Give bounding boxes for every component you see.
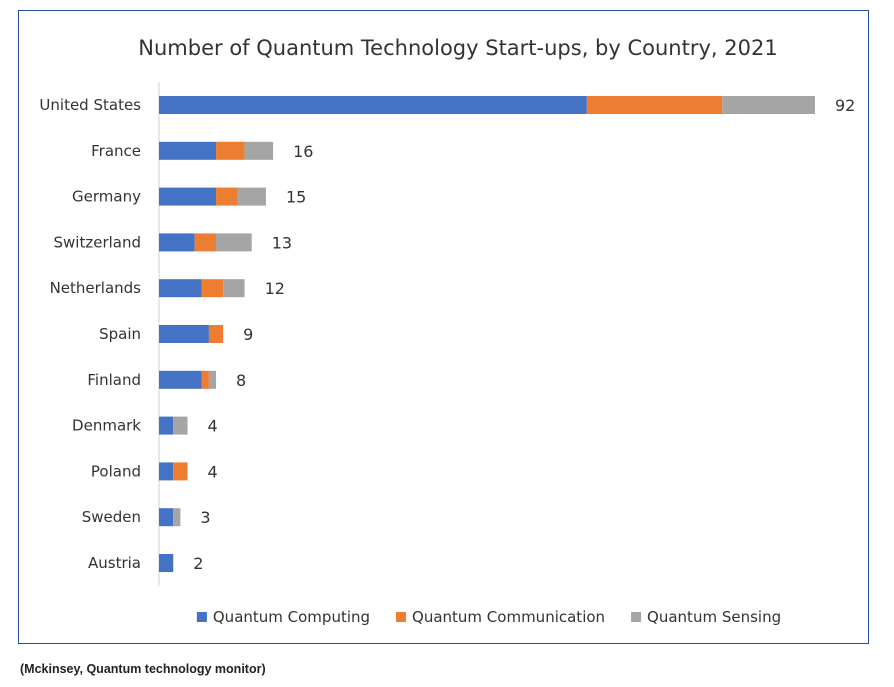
total-label-finland: 8: [236, 371, 246, 390]
total-label-denmark: 4: [208, 417, 218, 436]
legend-swatch-series-0: [196, 612, 207, 622]
total-label-netherlands: 12: [265, 279, 285, 298]
legend-label-series-2: Quantum Sensing: [647, 608, 781, 626]
total-label-france: 16: [293, 142, 313, 161]
category-label-austria: Austria: [88, 554, 141, 572]
legend-swatch-series-1: [396, 612, 407, 622]
bar-finland-series-2: [208, 370, 217, 389]
bar-finland-series-1: [201, 370, 209, 389]
bar-netherlands-series-1: [201, 279, 224, 298]
bar-spain-series-0: [159, 325, 209, 343]
category-label-sweden: Sweden: [82, 508, 141, 526]
chart-canvas: Number of Quantum Technology Start-ups, …: [39, 36, 855, 626]
total-label-germany: 15: [286, 188, 306, 207]
bar-poland-series-1: [173, 462, 188, 481]
bar-germany-series-2: [237, 187, 266, 206]
total-label-switzerland: 13: [272, 233, 292, 252]
category-label-netherlands: Netherlands: [50, 279, 142, 297]
category-label-switzerland: Switzerland: [54, 233, 142, 251]
bar-netherlands-series-2: [223, 279, 245, 298]
chart-title: Number of Quantum Technology Start-ups, …: [138, 36, 777, 60]
category-label-germany: Germany: [72, 188, 141, 206]
category-label-poland: Poland: [91, 462, 141, 480]
bar-denmark-series-2: [173, 416, 188, 435]
category-label-finland: Finland: [87, 371, 141, 389]
total-label-austria: 2: [193, 554, 203, 573]
bar-netherlands-series-0: [159, 279, 202, 298]
total-label-sweden: 3: [200, 508, 210, 527]
bar-germany-series-1: [216, 187, 238, 206]
legend-label-series-0: Quantum Computing: [213, 608, 370, 626]
bar-france-series-1: [216, 141, 245, 160]
bar-spain-series-1: [208, 325, 224, 343]
bar-france-series-0: [159, 141, 217, 160]
total-label-united-states: 92: [835, 96, 855, 115]
total-label-spain: 9: [243, 325, 253, 344]
chart-frame: Number of Quantum Technology Start-ups, …: [18, 10, 869, 644]
bar-united-states-series-0: [159, 96, 587, 114]
bar-poland-series-0: [159, 462, 174, 481]
bar-france-series-2: [244, 141, 274, 160]
bar-austria-series-0: [159, 554, 174, 572]
bar-germany-series-0: [159, 187, 217, 206]
category-label-united-states: United States: [39, 96, 141, 114]
bar-switzerland-series-0: [159, 233, 195, 252]
category-label-spain: Spain: [99, 325, 141, 343]
bar-united-states-series-2: [722, 96, 815, 114]
legend: Quantum Computing Quantum Communication Qu…: [196, 608, 781, 626]
bar-denmark-series-0: [159, 416, 174, 435]
bar-sweden-series-2: [173, 508, 181, 527]
total-label-poland: 4: [208, 462, 218, 481]
bar-sweden-series-0: [159, 508, 174, 527]
legend-label-series-1: Quantum Communication: [412, 608, 605, 626]
category-label-denmark: Denmark: [72, 417, 141, 435]
legend-swatch-series-2: [631, 612, 642, 622]
bar-switzerland-series-1: [194, 233, 217, 252]
category-label-france: France: [91, 142, 141, 160]
source-note: (Mckinsey, Quantum technology monitor): [20, 662, 266, 676]
bar-finland-series-0: [159, 370, 202, 389]
bar-united-states-series-1: [586, 96, 723, 114]
bar-switzerland-series-2: [216, 233, 252, 252]
